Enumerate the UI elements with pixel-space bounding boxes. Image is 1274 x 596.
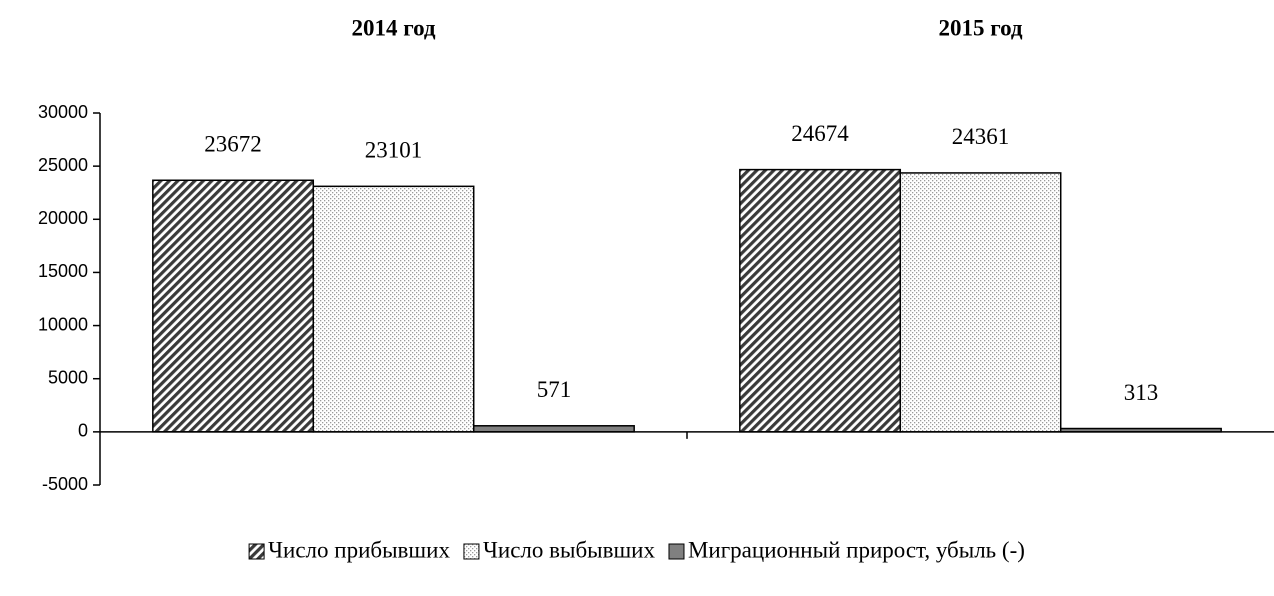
y-tick-label: 25000: [38, 155, 88, 175]
y-tick-label: 30000: [38, 102, 88, 122]
legend-swatch: [668, 543, 685, 560]
y-tick-label: 20000: [38, 208, 88, 228]
y-tick-label: 0: [78, 421, 88, 441]
bar: [312, 185, 475, 433]
data-label: 23101: [365, 138, 423, 163]
bar: [739, 168, 902, 433]
category-label: 2015 год: [938, 15, 1022, 40]
legend-swatch: [248, 543, 265, 560]
bar: [472, 425, 635, 433]
legend-label: Число прибывших: [268, 537, 450, 562]
y-tick-label: 10000: [38, 314, 88, 334]
category-label: 2014 год: [351, 15, 435, 40]
data-label: 24361: [952, 124, 1010, 149]
bar: [899, 172, 1062, 433]
y-tick-label: 5000: [48, 367, 88, 387]
y-tick-label: 15000: [38, 261, 88, 281]
y-tick-label: -5000: [42, 474, 88, 494]
data-label: 313: [1124, 380, 1159, 405]
legend-label: Миграционный прирост, убыль (-): [688, 537, 1025, 562]
data-label: 571: [537, 377, 572, 402]
data-label: 23672: [204, 132, 262, 157]
legend-swatch: [463, 543, 480, 560]
bar: [152, 179, 315, 433]
legend-label: Число выбывших: [483, 537, 656, 562]
data-label: 24674: [791, 121, 849, 146]
